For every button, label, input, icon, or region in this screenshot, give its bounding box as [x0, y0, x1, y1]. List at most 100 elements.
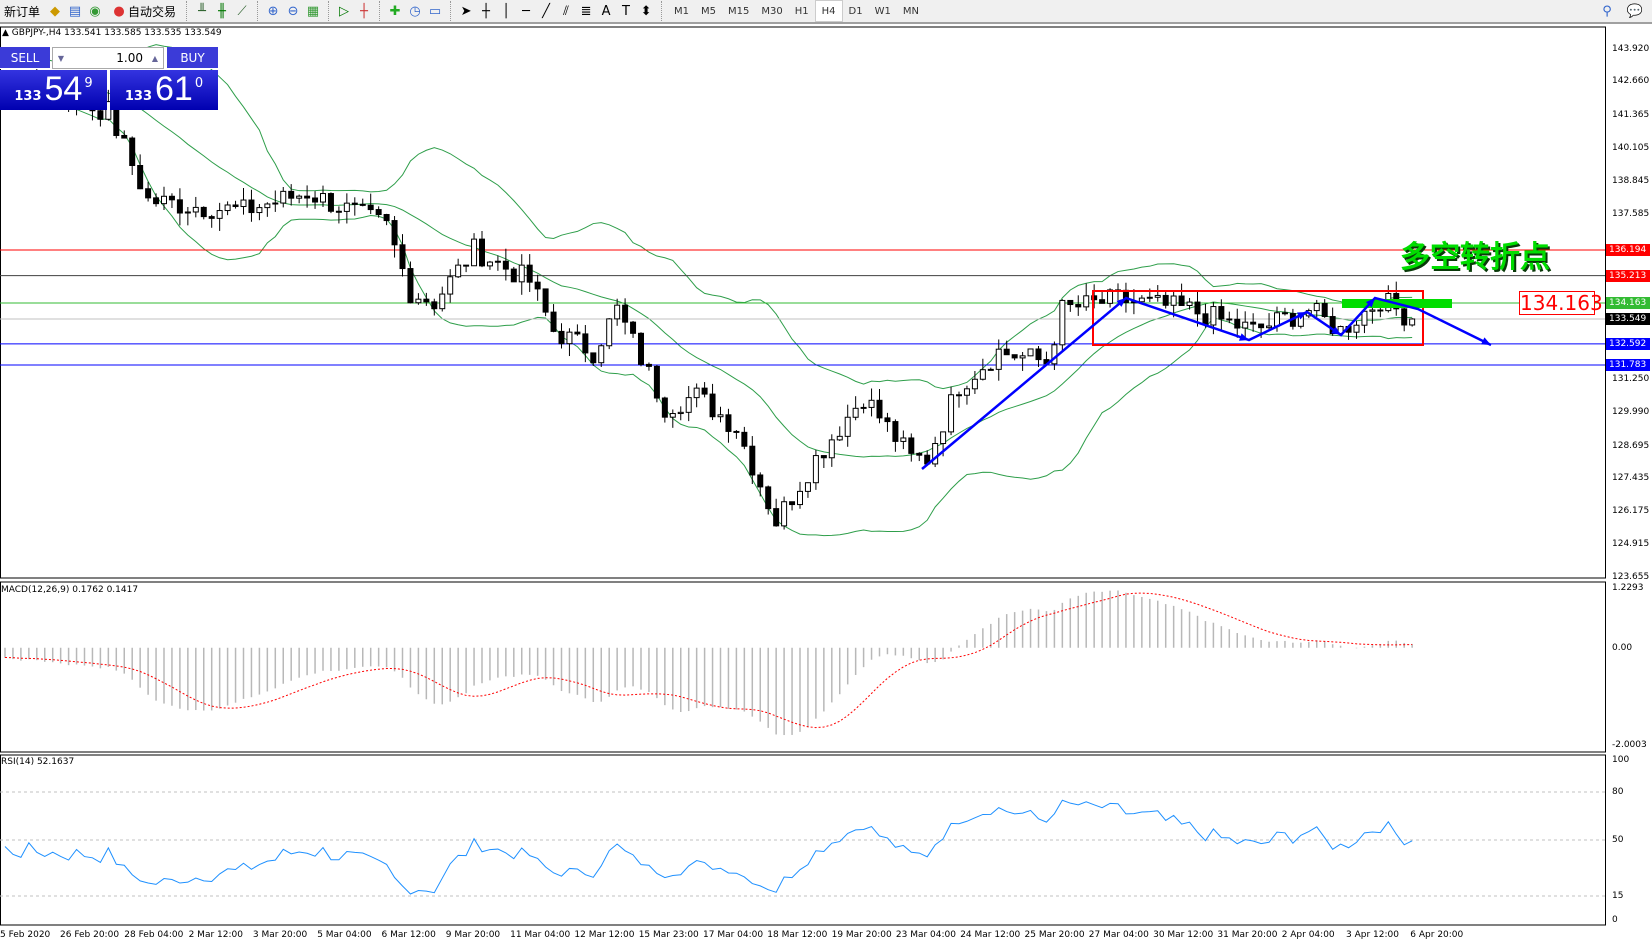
bull-candle — [566, 331, 573, 345]
timeframe-m30[interactable]: M30 — [761, 5, 783, 17]
market-watch-icon[interactable]: ◆ — [50, 3, 61, 19]
timeframe-h1[interactable]: H1 — [794, 5, 809, 17]
bear-candle — [176, 199, 183, 214]
bear-candle — [1003, 348, 1010, 356]
bear-candle — [550, 311, 557, 332]
sell-price-prefix: 133 — [14, 89, 42, 104]
timeframe-m1[interactable]: M1 — [674, 5, 690, 17]
crosshair-icon[interactable]: ┼ — [482, 3, 490, 19]
rsi-line — [4, 799, 1413, 895]
bear-candle — [1099, 299, 1106, 304]
line-chart-icon[interactable]: ⟋ — [237, 3, 247, 19]
bear-candle — [622, 304, 629, 323]
bollinger-middle-band — [4, 72, 1413, 458]
horizontal-line-icon[interactable]: ─ — [522, 3, 530, 19]
bull-candle — [940, 431, 947, 445]
bear-candle — [359, 203, 366, 206]
bull-candle — [320, 193, 326, 203]
autoscroll-icon[interactable]: ▷ — [339, 3, 350, 19]
price-label[interactable]: 134.163 — [1519, 291, 1603, 315]
level-price-tag: 133.549 — [1606, 312, 1650, 325]
bull-candle — [717, 414, 724, 418]
bull-candle — [669, 413, 676, 418]
bull-candle — [860, 406, 867, 409]
text-label-icon[interactable]: T — [622, 3, 630, 19]
macd-panel-frame — [0, 581, 1606, 753]
bear-candle — [1075, 304, 1082, 308]
bear-candle — [168, 195, 175, 201]
level-price-tag: 131.783 — [1606, 359, 1650, 372]
time-axis-label: 3 Mar 20:00 — [252, 930, 308, 940]
bull-candle — [1170, 295, 1177, 306]
zoom-in-icon[interactable]: ⊕ — [267, 3, 279, 19]
vertical-line-icon[interactable]: │ — [502, 3, 510, 19]
chart-shift-icon[interactable]: ┼ — [360, 3, 368, 19]
search-icon[interactable]: ⚲ — [1602, 3, 1612, 19]
rsi-axis-label: 15 — [1612, 891, 1624, 901]
annotation-text[interactable]: 多空转折点 — [1400, 240, 1550, 275]
bull-candle — [1146, 296, 1153, 299]
bear-candle — [749, 445, 756, 476]
lots-value[interactable]: 1.00 — [116, 51, 143, 65]
timeframe-h4[interactable]: H4 — [814, 0, 843, 22]
timeframe-m5[interactable]: M5 — [701, 5, 717, 17]
sell-price-fraction: 9 — [84, 76, 93, 91]
bear-candle — [97, 110, 104, 120]
sell-price[interactable]: 133 54 9 — [0, 70, 107, 110]
level-price-tag: 134.163 — [1606, 296, 1650, 309]
divider — [450, 1, 452, 21]
zoom-out-icon[interactable]: ⊖ — [287, 3, 299, 19]
chart-canvas[interactable] — [0, 24, 1652, 946]
timeframe-w1[interactable]: W1 — [874, 5, 891, 17]
bull-candle — [606, 318, 613, 347]
bear-candle — [1329, 316, 1336, 335]
arrowhead-icon — [1481, 337, 1491, 345]
timeframe-mn[interactable]: MN — [902, 5, 919, 17]
data-window-icon[interactable]: ▤ — [68, 3, 82, 19]
price-axis-label: 138.845 — [1612, 175, 1650, 186]
trendline-icon[interactable]: ╱ — [542, 3, 550, 19]
fibonacci-icon[interactable]: ≣ — [580, 3, 592, 19]
tile-windows-icon[interactable]: ▦ — [306, 3, 320, 19]
sell-button[interactable]: SELL — [0, 47, 50, 69]
arrows-icon[interactable]: ⬍ — [640, 3, 652, 19]
bear-candle — [1281, 312, 1288, 315]
timeframe-d1[interactable]: D1 — [848, 5, 863, 17]
cursor-icon[interactable]: ➤ — [460, 3, 472, 19]
bear-candle — [638, 332, 644, 365]
time-axis-label: 28 Feb 04:00 — [124, 930, 184, 940]
bear-candle — [200, 206, 207, 218]
periods-icon[interactable]: ◷ — [409, 3, 421, 19]
rsi-axis-label: 0 — [1612, 915, 1618, 925]
templates-icon[interactable]: ▭ — [428, 3, 442, 19]
chat-icon[interactable]: 💬 — [1626, 3, 1644, 19]
lots-increase-icon[interactable]: ▲ — [151, 53, 159, 63]
lots-decrease-icon[interactable]: ▼ — [57, 53, 65, 63]
text-icon[interactable]: A — [601, 3, 611, 19]
bear-candle — [502, 260, 509, 270]
price-axis-label: 137.585 — [1612, 208, 1650, 219]
time-axis-label: 17 Mar 04:00 — [703, 930, 764, 940]
auto-trading-button[interactable]: ● 自动交易 — [106, 0, 180, 22]
time-axis-label: 31 Mar 20:00 — [1217, 930, 1278, 940]
bull-candle — [995, 348, 1002, 370]
candlestick-icon[interactable]: ╫ — [218, 3, 226, 19]
bull-candle — [1242, 321, 1249, 329]
macd-axis-label: -2.0003 — [1612, 740, 1647, 750]
navigator-icon[interactable]: ◉ — [89, 3, 101, 19]
equidistant-channel-icon[interactable]: ⫽ — [563, 3, 569, 19]
bear-candle — [534, 281, 541, 290]
buy-button[interactable]: BUY — [167, 47, 218, 69]
timeframe-m15[interactable]: M15 — [728, 5, 750, 17]
buy-price[interactable]: 133 61 0 — [110, 70, 218, 110]
new-order-button[interactable]: 新订单 — [0, 0, 44, 22]
indicators-icon[interactable]: ✚ — [389, 3, 401, 19]
divider — [257, 1, 259, 21]
bear-candle — [312, 197, 319, 203]
bear-candle — [304, 195, 311, 199]
bear-candle — [327, 193, 334, 212]
bear-candle — [407, 268, 414, 304]
lots-field[interactable]: ▼ 1.00 ▲ — [52, 47, 164, 69]
toolbar: 新订单 ◆ ▤ ◉ ● 自动交易 ╨ ╫ ⟋ ⊕ ⊖ ▦ ▷ ┼ ✚ ◷ ▭ ➤ … — [0, 0, 1652, 24]
bar-chart-icon[interactable]: ╨ — [198, 3, 206, 19]
